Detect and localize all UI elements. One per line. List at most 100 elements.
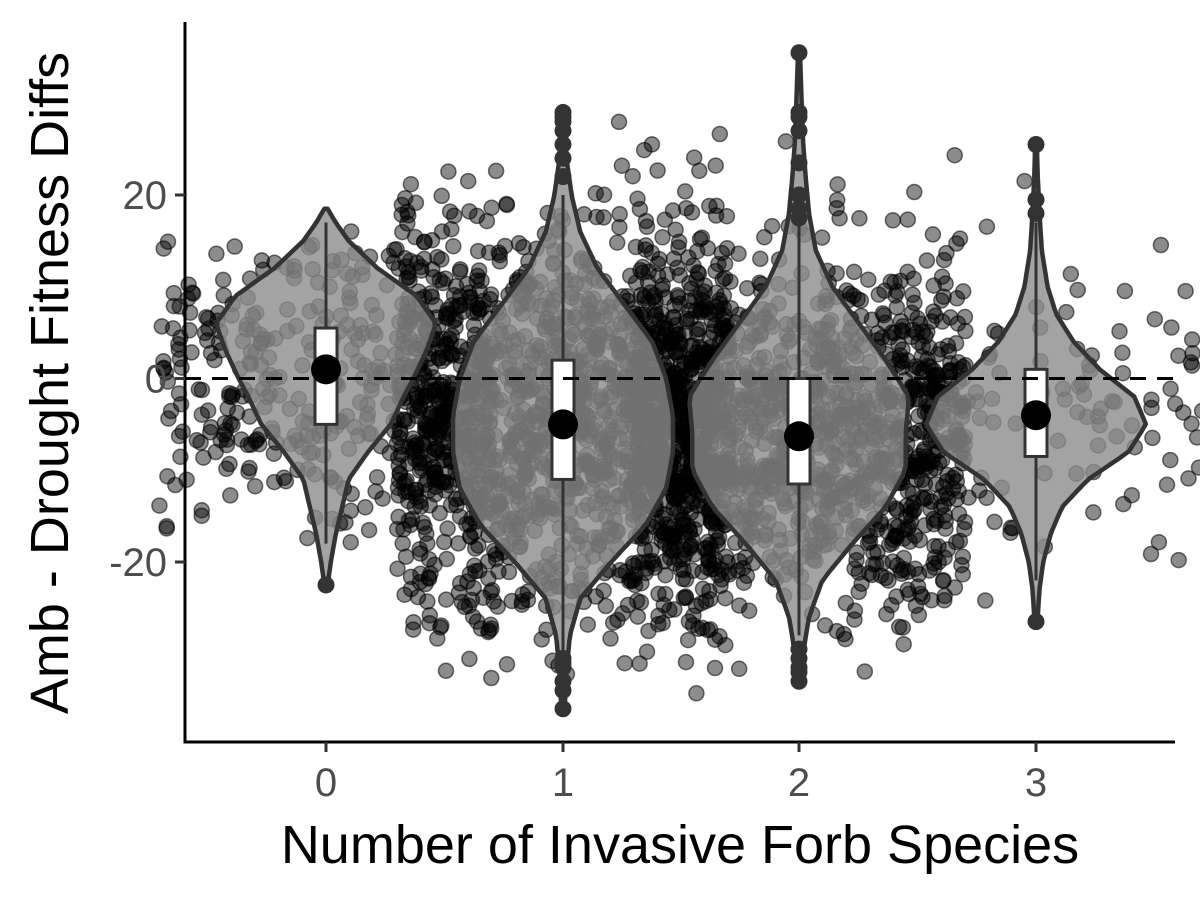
jitter-point [441,164,456,179]
jitter-point [1195,403,1200,418]
jitter-point [937,588,952,603]
jitter-point [589,210,604,225]
jitter-point [603,631,618,646]
jitter-point [953,231,968,246]
jitter-point [830,177,845,192]
jitter-point [1115,345,1130,360]
jitter-point [209,246,224,261]
jitter-point [430,441,445,456]
jitter-point [885,554,900,569]
jitter-point [490,599,505,614]
jitter-point [920,324,935,339]
jitter-point [580,617,595,632]
jitter-point [389,242,404,257]
outlier-point [791,641,808,658]
jitter-point [196,450,211,465]
outlier-point [791,44,808,61]
jitter-point [161,411,176,426]
jitter-point [907,185,922,200]
jitter-point [1185,332,1200,347]
jitter-point [492,254,507,269]
jitter-point [638,238,653,253]
jitter-point [641,624,656,639]
jitter-point [778,134,793,149]
jitter-point [696,581,711,596]
jitter-point [406,622,421,637]
jitter-point [685,205,700,220]
jitter-point [234,432,249,447]
jitter-point [679,655,694,670]
jitter-point [818,618,833,633]
jitter-point [847,264,862,279]
jitter-point [713,578,728,593]
x-tick-label: 0 [315,761,337,805]
jitter-point [651,586,666,601]
jitter-point [895,319,910,334]
jitter-point [397,413,412,428]
jitter-point [889,300,904,315]
jitter-point [412,575,427,590]
jitter-point [709,208,724,223]
jitter-point [742,603,757,618]
jitter-point [248,479,263,494]
jitter-point [635,260,650,275]
jitter-point [659,517,674,532]
jitter-point [836,627,851,642]
jitter-point [499,197,514,212]
x-axis-title: Number of Invasive Forb Species [281,815,1079,875]
outlier-point [555,104,572,121]
jitter-point [941,344,956,359]
jitter-point [952,506,967,521]
jitter-point [1063,267,1078,282]
jitter-point [468,541,483,556]
jitter-point [423,407,438,422]
jitter-point [630,191,645,206]
y-tick-label: 20 [123,174,168,218]
jitter-point [1171,348,1186,363]
jitter-point [181,291,196,306]
jitter-point [903,514,918,529]
jitter-point [1117,284,1132,299]
jitter-point [949,291,964,306]
jitter-point [1116,497,1131,512]
jitter-point [943,310,958,325]
jitter-point [896,637,911,652]
jitter-point [1181,471,1196,486]
jitter-point [669,328,684,343]
jitter-point [408,452,423,467]
jitter-point [1003,525,1018,540]
jitter-point [708,158,723,173]
jitter-point [410,590,425,605]
jitter-point [491,564,506,579]
jitter-point [216,288,231,303]
jitter-point [449,498,464,513]
jitter-point [715,312,730,327]
jitter-point [678,184,693,199]
jitter-point [927,539,942,554]
outlier-point [1028,136,1045,153]
jitter-point [203,425,218,440]
jitter-point [207,353,222,368]
jitter-point [895,620,910,635]
jitter-point [462,651,477,666]
jitter-point [919,253,934,268]
jitter-point [225,387,240,402]
jitter-point [923,360,938,375]
jitter-point [707,562,722,577]
jitter-point [757,230,772,245]
jitter-point [434,188,449,203]
jitter-point [854,576,869,591]
jitter-point [900,212,915,227]
mean-point-2 [784,421,814,451]
outlier-point [318,576,335,593]
jitter-point [498,239,513,254]
jitter-point [472,263,487,278]
jitter-point [655,332,670,347]
jitter-point [1153,238,1168,253]
jitter-point [462,204,477,219]
outlier-point [791,187,808,204]
jitter-point [712,629,727,644]
jitter-point [1017,174,1032,189]
jitter-point [461,174,476,189]
